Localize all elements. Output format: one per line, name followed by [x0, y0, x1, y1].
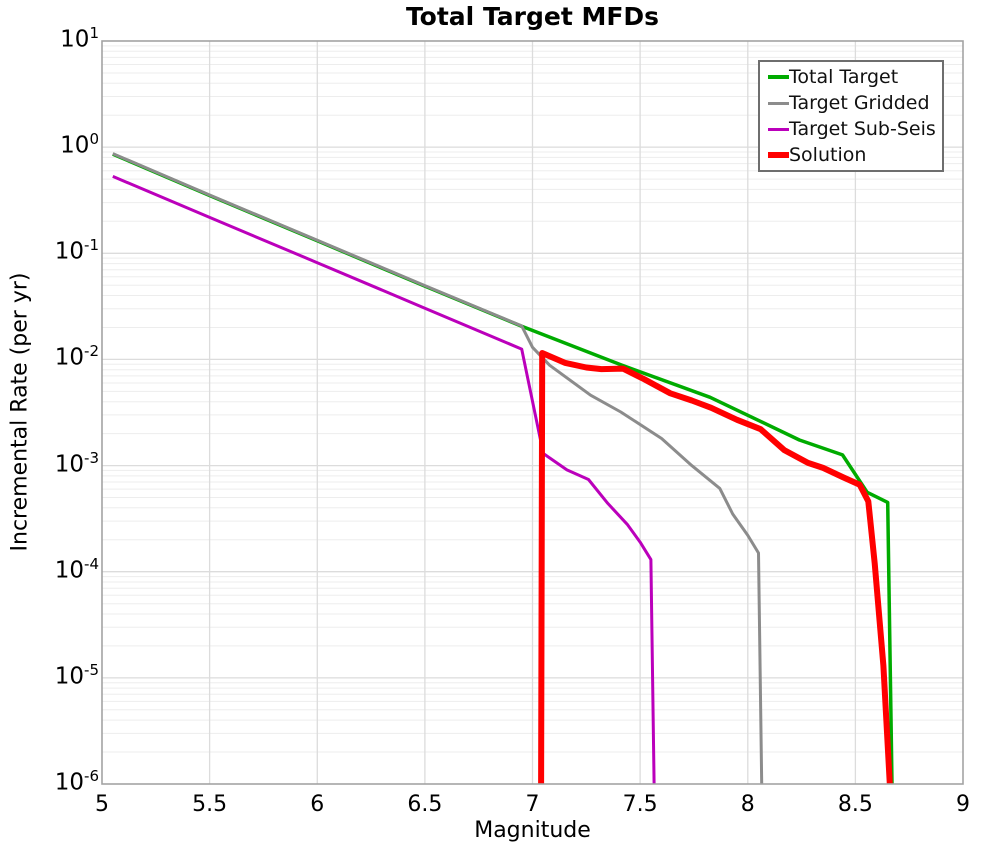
y-tick-label: 10-3 — [54, 448, 99, 478]
y-tick-label: 10-1 — [54, 236, 99, 265]
y-axis-label: Incremental Rate (per yr) — [7, 272, 33, 552]
x-tick-label: 5 — [95, 792, 109, 817]
x-tick-label: 6.5 — [407, 792, 443, 817]
x-axis-label: Magnitude — [474, 818, 591, 843]
series-line-target-sub-seis — [112, 175, 656, 785]
y-tick-label: 10-6 — [54, 767, 99, 796]
y-tick-label: 10-2 — [54, 342, 99, 372]
y-tick-label: 100 — [60, 130, 99, 159]
x-tick-label: 6 — [310, 792, 325, 817]
series-line-solution — [538, 350, 893, 785]
legend-item: Solution — [768, 143, 942, 168]
legend-line-swatch — [768, 75, 789, 79]
legend-label: Target Gridded — [789, 91, 930, 114]
legend-line-swatch — [768, 127, 789, 131]
y-tick-label: 10-4 — [54, 554, 99, 584]
legend-label: Target Sub-Seis — [789, 117, 936, 140]
legend-label: Solution — [789, 143, 867, 166]
x-tick-label: 8.5 — [837, 792, 873, 817]
legend-item: Target Sub-Seis — [768, 117, 942, 142]
legend-item: Target Gridded — [768, 91, 942, 116]
legend-line-swatch — [768, 152, 789, 158]
x-tick-label: 5.5 — [192, 792, 228, 817]
y-tick-label: 10-5 — [54, 660, 99, 690]
x-tick-label: 7.5 — [622, 792, 658, 817]
series-line-target-gridded — [112, 152, 764, 785]
x-tick-label: 8 — [740, 792, 755, 817]
y-tick-label: 101 — [60, 24, 99, 53]
legend: Total Target Target Gridded Target Sub-Sei… — [758, 60, 944, 172]
legend-item: Total Target — [768, 65, 942, 90]
legend-label: Total Target — [789, 65, 899, 88]
legend-line-swatch — [768, 101, 789, 105]
x-tick-label: 9 — [956, 792, 970, 817]
x-tick-label: 7 — [525, 792, 540, 817]
chart-title: Total Target MFDs — [405, 2, 660, 31]
